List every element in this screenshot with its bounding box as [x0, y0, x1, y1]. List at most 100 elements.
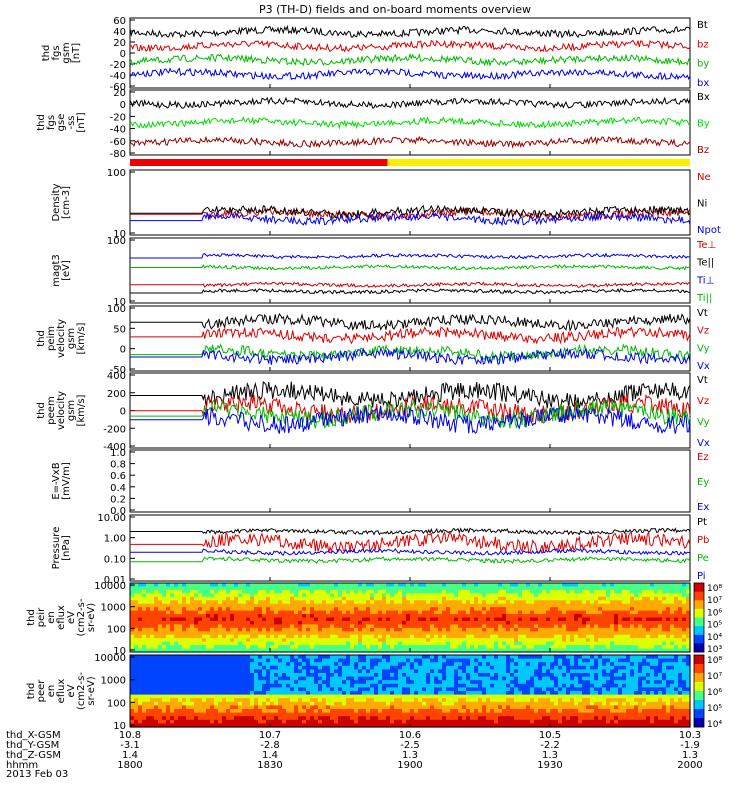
heatmap-cell	[598, 665, 603, 670]
heatmap-cell	[226, 596, 231, 601]
heatmap-cell	[482, 634, 487, 639]
heatmap-cell	[682, 691, 687, 696]
heatmap-cell	[546, 662, 551, 667]
heatmap-cell	[238, 589, 243, 594]
heatmap-cell	[590, 665, 595, 670]
heatmap-cell	[438, 603, 443, 608]
heatmap-cell	[222, 607, 227, 612]
heatmap-cell	[638, 603, 643, 608]
heatmap-cell	[658, 645, 663, 650]
heatmap-cell	[290, 638, 295, 643]
heatmap-cell	[398, 691, 403, 696]
heatmap-cell	[362, 662, 367, 667]
heatmap-cell	[174, 641, 179, 646]
heatmap-cell	[682, 634, 687, 639]
heatmap-cell	[350, 641, 355, 646]
heatmap-cell	[318, 691, 323, 696]
heatmap-cell	[586, 624, 591, 629]
heatmap-cell	[438, 607, 443, 612]
heatmap-cell	[350, 687, 355, 692]
heatmap-cell	[518, 593, 523, 598]
heatmap-cell	[410, 583, 415, 588]
heatmap-cell	[594, 620, 599, 625]
heatmap-cell	[278, 624, 283, 629]
heatmap-cell	[594, 624, 599, 629]
heatmap-cell	[190, 593, 195, 598]
heatmap-cell	[354, 589, 359, 594]
heatmap-cell	[266, 648, 271, 653]
heatmap-cell	[382, 676, 387, 681]
heatmap-cell	[558, 634, 563, 639]
heatmap-cell	[194, 589, 199, 594]
heatmap-cell	[658, 665, 663, 670]
heatmap-cell	[582, 694, 587, 699]
heatmap-cell	[662, 600, 667, 605]
heatmap-cell	[670, 620, 675, 625]
heatmap-cell	[198, 658, 203, 663]
heatmap-cell	[366, 610, 371, 615]
heatmap-cell	[550, 655, 555, 660]
heatmap-cell	[642, 586, 647, 591]
heatmap-cell	[426, 620, 431, 625]
heatmap-cell	[194, 627, 199, 632]
heatmap-cell	[386, 607, 391, 612]
heatmap-cell	[394, 589, 399, 594]
heatmap-cell	[634, 676, 639, 681]
heatmap-cell	[138, 631, 143, 636]
heatmap-cell	[674, 648, 679, 653]
heatmap-cell	[630, 665, 635, 670]
heatmap-cell	[186, 603, 191, 608]
heatmap-cell	[146, 698, 151, 703]
heatmap-cell	[182, 638, 187, 643]
heatmap-cell	[442, 694, 447, 699]
heatmap-cell	[394, 662, 399, 667]
heatmap-cell	[354, 610, 359, 615]
heatmap-cell	[398, 638, 403, 643]
heatmap-cell	[474, 662, 479, 667]
heatmap-cell	[130, 680, 135, 685]
heatmap-cell	[470, 662, 475, 667]
heatmap-cell	[466, 638, 471, 643]
heatmap-cell	[378, 655, 383, 660]
heatmap-cell	[346, 610, 351, 615]
heatmap-cell	[290, 610, 295, 615]
heatmap-cell	[630, 620, 635, 625]
heatmap-cell	[358, 669, 363, 674]
heatmap-cell	[286, 687, 291, 692]
heatmap-cell	[574, 687, 579, 692]
heatmap-cell	[642, 596, 647, 601]
heatmap-cell	[130, 638, 135, 643]
heatmap-cell	[434, 583, 439, 588]
heatmap-cell	[234, 669, 239, 674]
heatmap-cell	[598, 701, 603, 706]
series-line	[129, 67, 691, 81]
heatmap-cell	[294, 617, 299, 622]
heatmap-cell	[366, 603, 371, 608]
heatmap-cell	[294, 600, 299, 605]
heatmap-cell	[154, 645, 159, 650]
heatmap-cell	[670, 694, 675, 699]
heatmap-cell	[358, 687, 363, 692]
heatmap-cell	[306, 669, 311, 674]
heatmap-cell	[682, 617, 687, 622]
heatmap-cell	[678, 691, 683, 696]
heatmap-cell	[250, 648, 255, 653]
heatmap-cell	[478, 683, 483, 688]
heatmap-cell	[606, 593, 611, 598]
heatmap-cell	[446, 648, 451, 653]
heatmap-cell	[186, 683, 191, 688]
heatmap-cell	[586, 655, 591, 660]
heatmap-cell	[502, 645, 507, 650]
heatmap-cell	[594, 680, 599, 685]
heatmap-cell	[682, 638, 687, 643]
heatmap-cell	[286, 600, 291, 605]
heatmap-cell	[182, 634, 187, 639]
heatmap-cell	[494, 593, 499, 598]
heatmap-cell	[410, 610, 415, 615]
heatmap-cell	[590, 627, 595, 632]
heatmap-cell	[286, 627, 291, 632]
heatmap-cell	[494, 680, 499, 685]
heatmap-cell	[206, 593, 211, 598]
heatmap-cell	[246, 687, 251, 692]
heatmap-cell	[246, 641, 251, 646]
